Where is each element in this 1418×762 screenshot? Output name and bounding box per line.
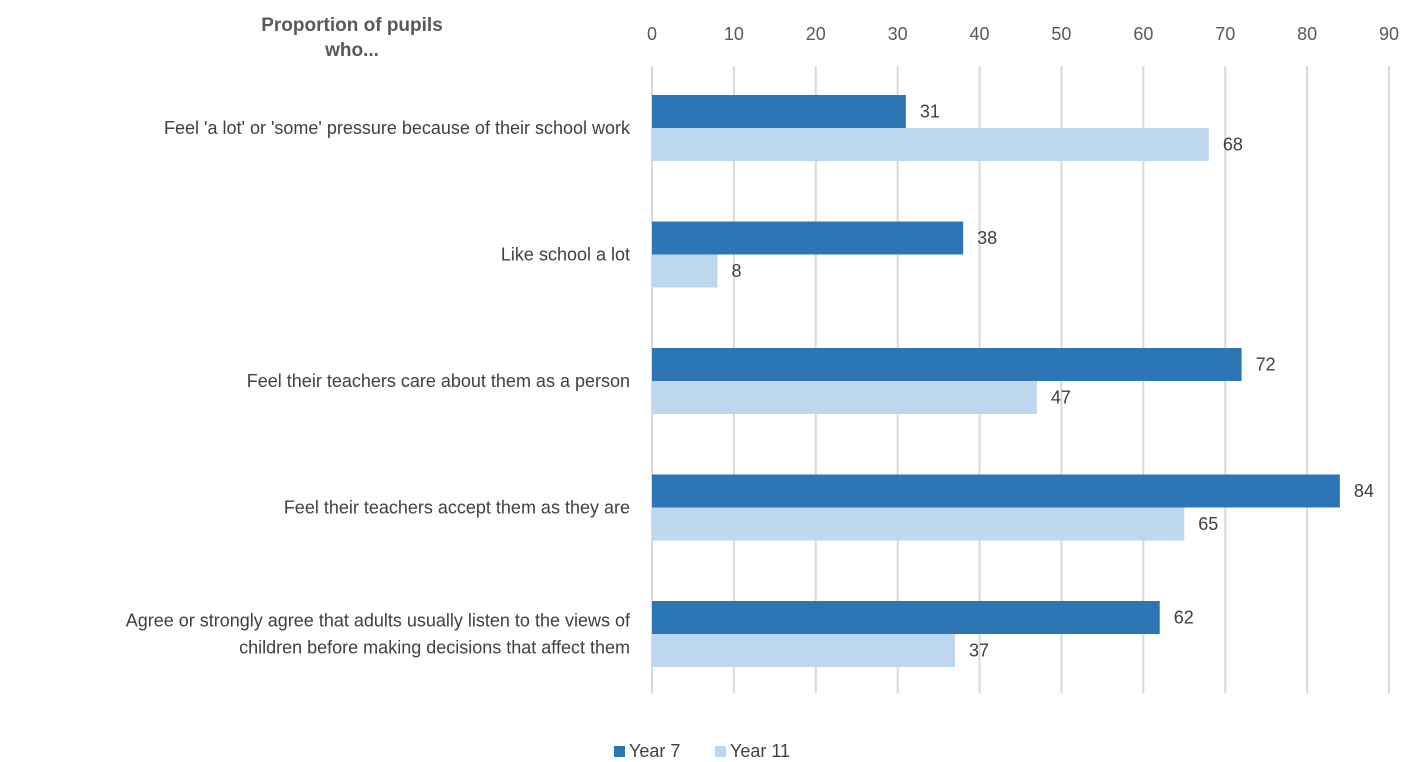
legend-swatch bbox=[715, 746, 726, 757]
chart-title-line: who... bbox=[324, 40, 379, 61]
data-label: 47 bbox=[1051, 388, 1071, 408]
x-tick-label: 0 bbox=[647, 24, 657, 44]
bar-year-7 bbox=[652, 348, 1242, 381]
data-label: 38 bbox=[977, 228, 997, 248]
bar-year-11 bbox=[652, 507, 1185, 541]
bar-year-7 bbox=[652, 474, 1340, 508]
data-label: 84 bbox=[1354, 481, 1374, 501]
data-label: 8 bbox=[732, 261, 742, 281]
x-tick-label: 90 bbox=[1379, 24, 1399, 44]
bar-year-11 bbox=[652, 254, 718, 288]
data-label: 37 bbox=[969, 641, 989, 661]
bar-year-11 bbox=[652, 381, 1037, 414]
category-label: children before making decisions that af… bbox=[239, 638, 630, 658]
x-tick-label: 80 bbox=[1297, 24, 1317, 44]
x-tick-label: 30 bbox=[888, 24, 908, 44]
legend-label: Year 11 bbox=[730, 741, 790, 761]
category-labels: Feel 'a lot' or 'some' pressure because … bbox=[126, 118, 631, 658]
bars bbox=[652, 95, 1340, 667]
x-tick-label: 60 bbox=[1133, 24, 1153, 44]
data-label: 72 bbox=[1256, 355, 1276, 375]
chart-title-line: Proportion of pupils bbox=[261, 15, 443, 36]
legend-label: Year 7 bbox=[629, 741, 680, 761]
value-labels: 31 68 38 8 72 47 84 65 62 37 bbox=[732, 102, 1374, 661]
x-tick-label: 20 bbox=[806, 24, 826, 44]
category-label: Agree or strongly agree that adults usua… bbox=[126, 611, 631, 631]
category-label: Feel their teachers accept them as they … bbox=[284, 498, 630, 518]
bar-year-7 bbox=[652, 601, 1160, 634]
bar-year-11 bbox=[652, 128, 1209, 161]
data-label: 68 bbox=[1223, 135, 1243, 155]
x-tick-label: 40 bbox=[970, 24, 990, 44]
data-label: 31 bbox=[920, 102, 940, 122]
bar-year-7 bbox=[652, 95, 906, 128]
bar-year-7 bbox=[652, 221, 964, 255]
category-label: Feel their teachers care about them as a… bbox=[247, 371, 630, 391]
legend: Year 7 Year 11 bbox=[614, 741, 790, 761]
category-label: Feel 'a lot' or 'some' pressure because … bbox=[164, 118, 631, 138]
data-label: 62 bbox=[1174, 608, 1194, 628]
x-axis-tick-labels: 0 10 20 30 40 50 60 70 80 90 bbox=[647, 24, 1399, 44]
chart-title: Proportion of pupils who... bbox=[261, 15, 443, 61]
data-label: 65 bbox=[1198, 514, 1218, 534]
category-label: Like school a lot bbox=[501, 245, 630, 265]
x-tick-label: 10 bbox=[724, 24, 744, 44]
bar-year-11 bbox=[652, 634, 955, 667]
x-tick-label: 70 bbox=[1215, 24, 1235, 44]
x-tick-label: 50 bbox=[1051, 24, 1071, 44]
legend-swatch bbox=[614, 746, 625, 757]
